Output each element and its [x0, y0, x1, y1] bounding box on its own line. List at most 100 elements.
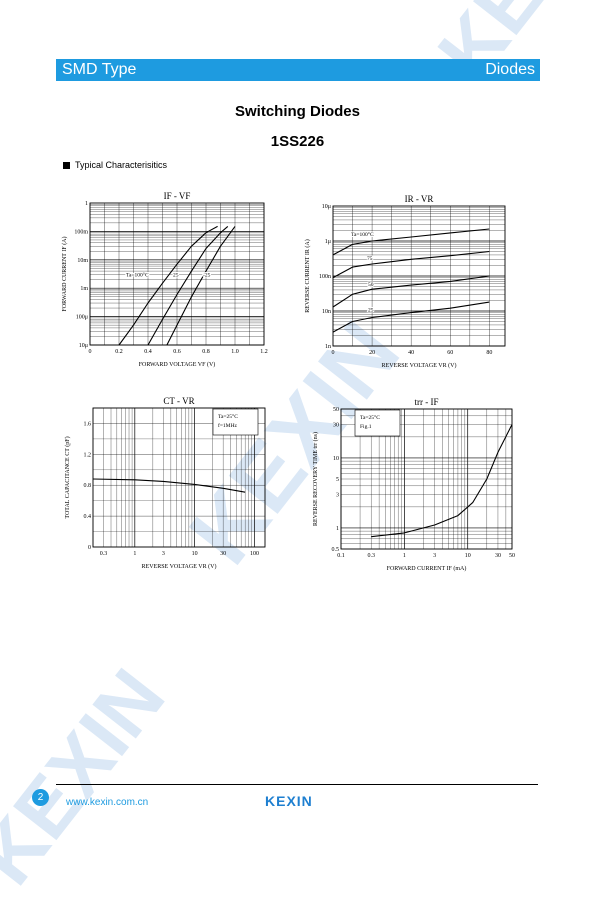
x-tick-label: 1 — [133, 551, 136, 557]
x-tick-label: 20 — [369, 350, 375, 356]
x-axis-label: FORWARD CURRENT IF (mA) — [387, 565, 467, 572]
y-tick-label: 0.4 — [84, 514, 92, 520]
x-tick-label: 1.0 — [231, 349, 239, 355]
y-axis-label: REVERSE CURRENT IR (A) — [304, 239, 311, 312]
x-tick-label: 0.6 — [173, 349, 181, 355]
series-line-2 — [332, 275, 490, 308]
chart-0 — [89, 202, 265, 346]
x-tick-label: 30 — [220, 551, 226, 557]
curve-label: Ta=100°C — [351, 231, 374, 238]
x-tick-label: 10 — [192, 551, 198, 557]
x-tick-label: 0.8 — [202, 349, 210, 355]
chart-2-frame — [92, 407, 266, 548]
footer-url: www.kexin.com.cn — [66, 797, 149, 808]
footer-rule — [56, 784, 538, 785]
chart-1-grid — [332, 206, 505, 347]
header-bar: SMD Type Diodes — [56, 59, 540, 81]
square-bullet-icon — [63, 161, 70, 169]
chart-title: IF - VF — [164, 191, 191, 201]
chart-2 — [92, 407, 266, 548]
y-tick-label: 1 — [336, 526, 339, 532]
y-axis-label: REVERSE RECOVERY TIME trr (ns) — [312, 432, 319, 526]
x-tick-label: 0.1 — [337, 553, 345, 559]
y-tick-label: 50 — [333, 407, 339, 413]
header-category: Diodes — [485, 61, 535, 78]
x-tick-label: 50 — [509, 553, 515, 559]
curve-label: -25 — [203, 273, 211, 279]
condition-label: Ta=25°C — [360, 414, 380, 421]
y-tick-label: 5 — [336, 477, 339, 483]
y-tick-label: 100n — [319, 274, 331, 280]
series-line-2 — [166, 226, 236, 346]
y-tick-label: 1.2 — [84, 452, 92, 458]
x-tick-label: 3 — [433, 553, 436, 559]
x-tick-label: 10 — [465, 553, 471, 559]
series-line-1 — [332, 250, 490, 279]
curve-label: 75 — [367, 256, 373, 262]
chart-3-grid — [340, 408, 513, 550]
y-tick-label: 30 — [333, 423, 339, 429]
x-tick-label: 1 — [403, 553, 406, 559]
x-tick-label: 0 — [332, 350, 335, 356]
curve-label: 50 — [368, 282, 374, 288]
condition-label: f=1MHz — [218, 422, 238, 429]
x-tick-label: 0.3 — [367, 553, 375, 559]
footer-logo: KEXIN — [265, 793, 313, 809]
x-tick-label: 40 — [408, 350, 414, 356]
page-title: Switching Diodes — [234, 103, 360, 120]
section-label: Typical Characterisitics — [75, 160, 168, 170]
chart-title: trr - IF — [415, 397, 439, 407]
y-tick-label: 10 — [333, 456, 339, 462]
x-axis-label: REVERSE VOLTAGE VR (V) — [142, 563, 217, 570]
x-tick-label: 0.3 — [100, 551, 108, 557]
section-heading: Typical Characterisitics — [63, 160, 167, 170]
chart-title: IR - VR — [405, 194, 434, 204]
y-tick-label: 10n — [322, 309, 331, 315]
y-tick-label: 10μ — [322, 204, 331, 210]
y-tick-label: 1.6 — [84, 421, 92, 427]
curve-label: 25 — [173, 273, 179, 279]
curve-label: 25 — [368, 307, 374, 313]
legend-box — [212, 408, 259, 436]
y-tick-label: 0.5 — [332, 547, 340, 553]
x-tick-label: 100 — [250, 551, 259, 557]
chart-3-frame — [340, 408, 513, 550]
chart-0-grid — [89, 203, 265, 346]
y-tick-label: 0.8 — [84, 483, 92, 489]
chart-0-frame — [89, 202, 265, 346]
y-axis-label: TOTAL CAPACITANCE CT (pF) — [64, 436, 71, 518]
x-tick-label: 0.2 — [115, 349, 123, 355]
part-number: 1SS226 — [270, 133, 325, 150]
y-tick-label: 1m — [80, 286, 88, 292]
header-type: SMD Type — [62, 61, 137, 78]
x-tick-label: 3 — [162, 551, 165, 557]
series-line-0 — [92, 478, 246, 493]
series-line-0 — [118, 225, 218, 346]
x-tick-label: 30 — [495, 553, 501, 559]
legend-box — [354, 409, 401, 437]
y-tick-label: 100μ — [76, 315, 88, 321]
x-axis-label: FORWARD VOLTAGE VF (V) — [139, 361, 216, 368]
chart-1 — [332, 205, 506, 347]
series-line-0 — [371, 424, 513, 538]
y-tick-label: 1n — [325, 344, 331, 350]
x-tick-label: 0.4 — [144, 349, 152, 355]
series-line-3 — [332, 301, 490, 333]
series-line-1 — [147, 225, 229, 346]
y-tick-label: 0 — [88, 545, 91, 551]
x-tick-label: 1.2 — [260, 349, 268, 355]
chart-title: CT - VR — [163, 396, 194, 406]
x-tick-label: 0 — [89, 349, 92, 355]
condition-label: Fig.1 — [360, 424, 372, 430]
x-axis-label: REVERSE VOLTAGE VR (V) — [382, 362, 457, 369]
y-tick-label: 1μ — [325, 239, 331, 245]
condition-label: Ta=25°C — [218, 413, 238, 420]
x-tick-label: 80 — [486, 350, 492, 356]
chart-1-frame — [332, 205, 506, 347]
y-axis-label: FORWARD CURRENT IF (A) — [61, 236, 68, 311]
y-tick-label: 10μ — [79, 343, 88, 349]
y-tick-label: 3 — [336, 493, 339, 499]
page-number: 2 — [32, 789, 49, 806]
chart-3 — [340, 408, 513, 550]
y-tick-label: 10m — [77, 258, 88, 264]
